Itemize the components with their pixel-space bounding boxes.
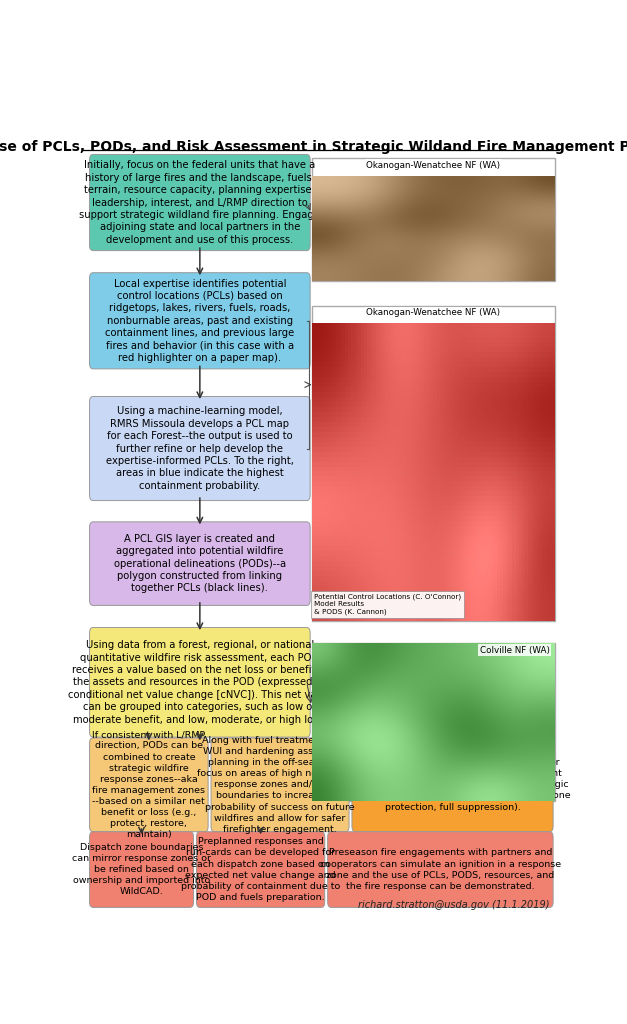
FancyBboxPatch shape bbox=[312, 159, 555, 281]
FancyBboxPatch shape bbox=[90, 396, 310, 501]
FancyBboxPatch shape bbox=[352, 738, 553, 831]
FancyBboxPatch shape bbox=[312, 643, 555, 801]
Text: A PCL GIS layer is created and
aggregated into potential wildfire
operational de: A PCL GIS layer is created and aggregate… bbox=[113, 534, 286, 594]
Text: Initially, focus on the federal units that have a
history of large fires and the: Initially, focus on the federal units th… bbox=[80, 161, 320, 245]
FancyBboxPatch shape bbox=[196, 831, 325, 907]
FancyBboxPatch shape bbox=[312, 306, 555, 622]
Text: Using data from a forest, regional, or national
quantitative wildfire risk asses: Using data from a forest, regional, or n… bbox=[68, 640, 332, 725]
FancyBboxPatch shape bbox=[90, 272, 310, 369]
Text: Colville NF (WA): Colville NF (WA) bbox=[480, 646, 550, 654]
Text: Potential Control Locations (C. O'Connor)
Model Results
& PODS (K. Cannon): Potential Control Locations (C. O'Connor… bbox=[314, 594, 461, 614]
FancyBboxPatch shape bbox=[90, 522, 310, 605]
Text: WFDSS strategic objective shapes can mirror
the response zones if L/RMP fire man: WFDSS strategic objective shapes can mir… bbox=[335, 758, 571, 811]
Text: Local expertise identifies potential
control locations (PCLs) based on
ridgetops: Local expertise identifies potential con… bbox=[105, 279, 295, 362]
FancyBboxPatch shape bbox=[328, 831, 553, 907]
Text: Dispatch zone boundaries
can mirror response zones or
be refined based on
owners: Dispatch zone boundaries can mirror resp… bbox=[72, 843, 211, 896]
Text: Preplanned responses and
run-cards can be developed for
each dispatch zone based: Preplanned responses and run-cards can b… bbox=[181, 838, 340, 902]
FancyBboxPatch shape bbox=[90, 155, 310, 251]
FancyBboxPatch shape bbox=[90, 738, 208, 831]
FancyBboxPatch shape bbox=[211, 738, 349, 831]
FancyBboxPatch shape bbox=[90, 831, 194, 907]
Text: Preseason fire engagements with partners and
cooperators can simulate an ignitio: Preseason fire engagements with partners… bbox=[320, 849, 561, 891]
Text: If consistent with L/RMP
direction, PODs can be
combined to create
strategic wil: If consistent with L/RMP direction, PODs… bbox=[92, 730, 206, 840]
FancyBboxPatch shape bbox=[90, 628, 310, 737]
Text: Okanogan-Wenatchee NF (WA): Okanogan-Wenatchee NF (WA) bbox=[366, 161, 500, 170]
Text: The Use of PCLs, PODs, and Risk Assessment in Strategic Wildand Fire Management : The Use of PCLs, PODs, and Risk Assessme… bbox=[0, 140, 627, 155]
Text: Okanogan-Wenatchee NF (WA): Okanogan-Wenatchee NF (WA) bbox=[366, 308, 500, 317]
Text: richard.stratton@usda.gov (11.1.2019): richard.stratton@usda.gov (11.1.2019) bbox=[358, 900, 550, 909]
Text: Using a machine-learning model,
RMRS Missoula develops a PCL map
for each Forest: Using a machine-learning model, RMRS Mis… bbox=[106, 407, 294, 490]
Text: Along with fuel treatments in the
WUI and hardening assets, fuels
planning in th: Along with fuel treatments in the WUI an… bbox=[197, 736, 363, 834]
